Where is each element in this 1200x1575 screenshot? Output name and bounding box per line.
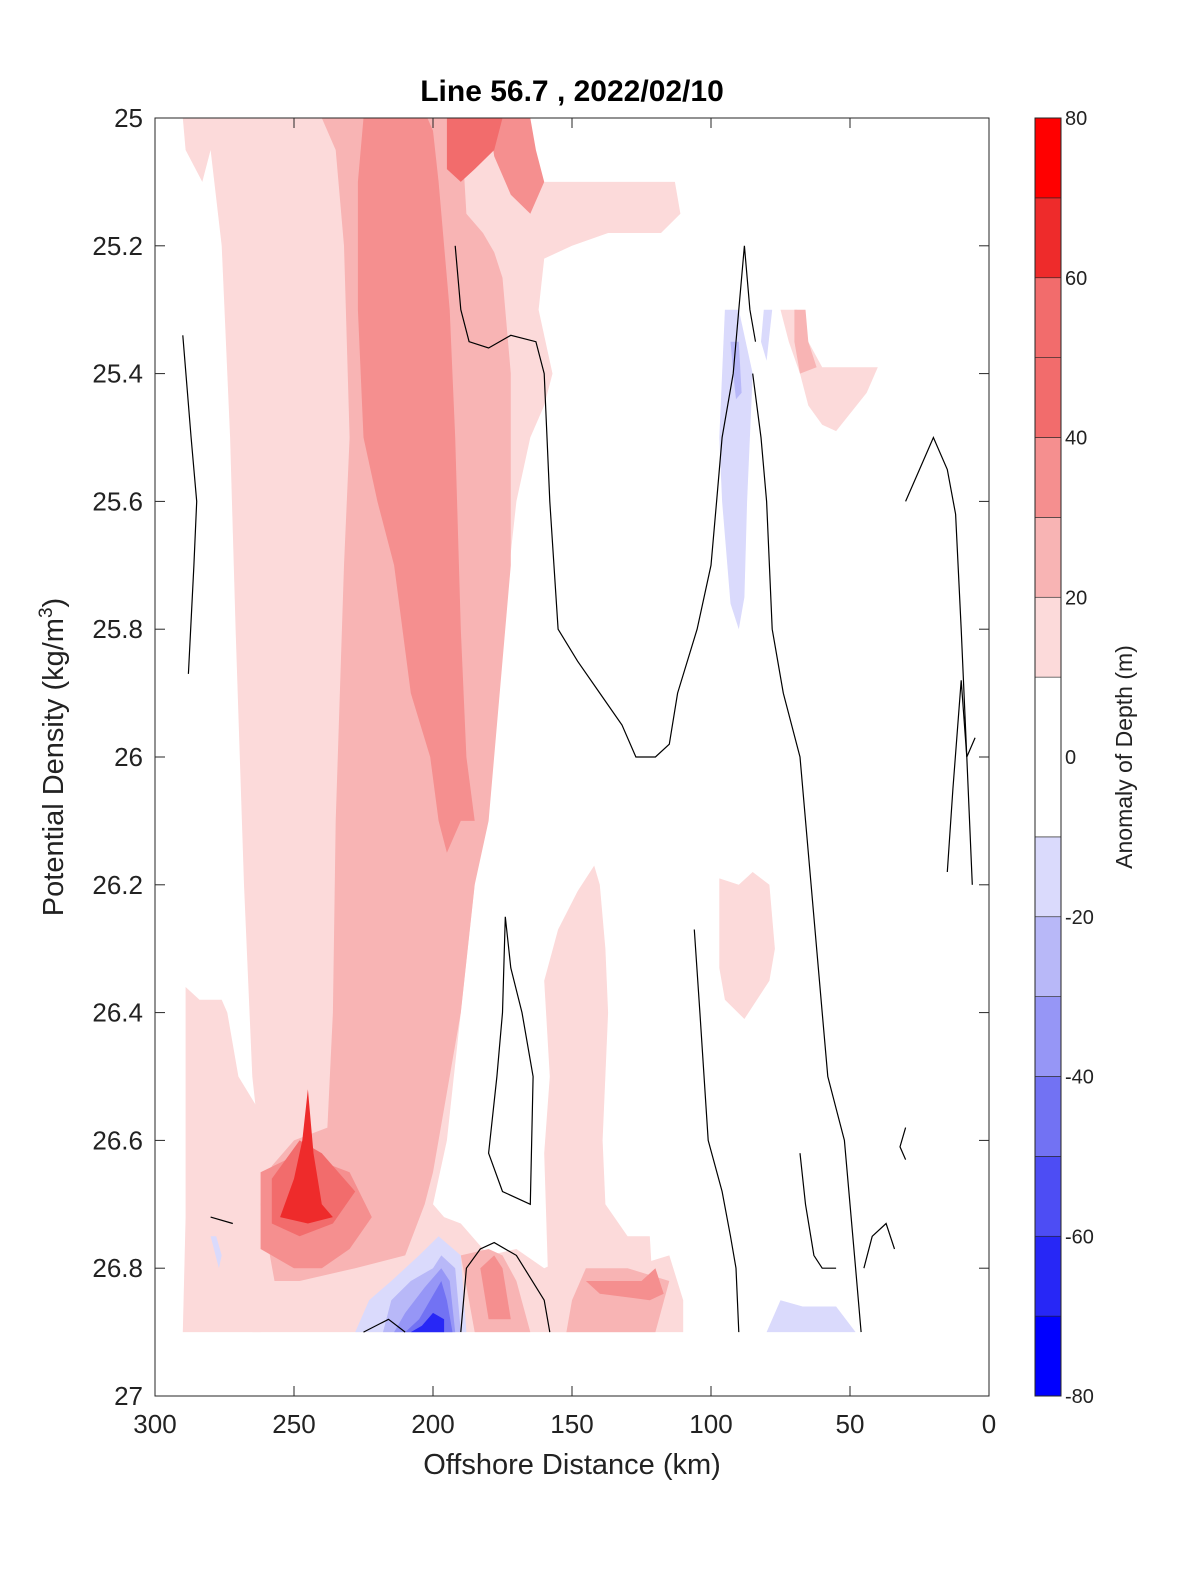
y-tick-label: 25.2	[92, 231, 143, 261]
colorbar-segment	[1034, 437, 1062, 518]
zero-contour-line	[363, 1318, 406, 1333]
zero-contour-line	[946, 680, 976, 873]
y-tick-label: 25.4	[92, 359, 143, 389]
colorbar: 80 60 40 20 0 -20 -40 -60 -80	[1034, 108, 1094, 1408]
colorbar-segment	[1034, 596, 1062, 678]
colorbar-segment	[1034, 197, 1062, 279]
y-axis-label: Potential Density (kg/m3)	[36, 598, 70, 916]
contour-fill-region	[410, 1312, 445, 1333]
colorbar-segment	[1034, 916, 1062, 997]
colorbar-label: Anomaly of Depth (m)	[1111, 645, 1137, 869]
colorbar-segment	[1034, 1235, 1062, 1317]
x-tick-label: 100	[689, 1409, 732, 1439]
x-tick-label: 300	[133, 1409, 176, 1439]
y-tick-label: 25	[114, 103, 143, 133]
zero-contour-line	[460, 1241, 551, 1333]
x-tick-label: 250	[272, 1409, 315, 1439]
colorbar-tick-label: -20	[1065, 907, 1094, 929]
colorbar-segment	[1034, 996, 1062, 1077]
y-axis-label-superscript: 3	[36, 607, 57, 618]
axis-ticks: 300 250 200 150 100 50 0 25 25.2 25.4 25.6 25.8 26 26…	[92, 103, 996, 1439]
contour-fill-region	[730, 341, 742, 400]
colorbar-tick-label: 80	[1065, 108, 1087, 130]
contour-fill-region	[761, 309, 773, 361]
zero-contour-line	[182, 335, 198, 674]
colorbar-segment	[1034, 517, 1062, 598]
y-tick-label: 27	[114, 1381, 143, 1411]
y-tick-label: 25.8	[92, 614, 143, 644]
contour-fill-region	[794, 309, 817, 374]
x-tick-label: 200	[411, 1409, 454, 1439]
x-tick-label: 50	[836, 1409, 865, 1439]
colorbar-tick-label: -60	[1065, 1226, 1094, 1248]
colorbar-segment	[1034, 1156, 1062, 1237]
chart-title: Line 56.7 , 2022/02/10	[420, 75, 724, 108]
zero-contour-line	[210, 1216, 233, 1225]
contour-fill-region	[719, 872, 775, 1019]
zero-contour-line	[752, 373, 862, 1333]
y-tick-label: 26.2	[92, 870, 143, 900]
zero-contour-line	[899, 1127, 907, 1160]
colorbar-segment	[1034, 277, 1062, 358]
y-tick-label: 26	[114, 742, 143, 772]
colorbar-tick-label: 20	[1065, 587, 1087, 609]
colorbar-tick-label: 40	[1065, 428, 1087, 450]
colorbar-segment	[1034, 1315, 1062, 1397]
contour-fill-region	[585, 1268, 664, 1301]
y-axis-label-main: Potential Density (kg/m	[38, 618, 70, 916]
plot-area	[182, 118, 976, 1333]
colorbar-frame	[1034, 117, 1062, 1397]
colorbar-tick-label: -80	[1065, 1386, 1094, 1408]
contour-fill-region	[488, 118, 545, 214]
colorbar-segment	[1034, 676, 1062, 838]
contour-fill-region	[719, 309, 753, 630]
contour-fill-region	[357, 118, 475, 853]
x-tick-label: 0	[982, 1409, 996, 1439]
y-axis-label-suffix: )	[38, 598, 70, 608]
contour-fill-region	[210, 1236, 222, 1269]
colorbar-tick-label: 0	[1065, 747, 1076, 769]
zero-contour-line	[454, 245, 757, 758]
y-tick-label: 26.8	[92, 1253, 143, 1283]
y-tick-label: 26.4	[92, 998, 143, 1028]
zero-contour-line	[693, 929, 740, 1333]
zero-contour-line	[487, 916, 534, 1206]
colorbar-segment	[1034, 357, 1062, 438]
colorbar-segment	[1034, 117, 1062, 199]
zero-contour-line	[863, 1222, 896, 1269]
colorbar-segment	[1034, 836, 1062, 918]
colorbar-tick-label: -40	[1065, 1067, 1094, 1089]
contour-fill-region	[766, 1300, 856, 1333]
colorbar-segment	[1034, 1076, 1062, 1157]
x-axis-label: Offshore Distance (km)	[423, 1449, 721, 1481]
x-tick-label: 150	[550, 1409, 593, 1439]
contour-fill-region	[446, 118, 503, 182]
zero-contour-line	[799, 1153, 837, 1269]
colorbar-tick-label: 60	[1065, 268, 1087, 290]
y-tick-label: 26.6	[92, 1125, 143, 1155]
contour-fill-region	[544, 865, 656, 1333]
y-tick-label: 25.6	[92, 486, 143, 516]
contour-fill-region	[280, 1089, 333, 1224]
contour-fill-region	[480, 1255, 511, 1320]
zero-contour-line	[905, 435, 973, 885]
